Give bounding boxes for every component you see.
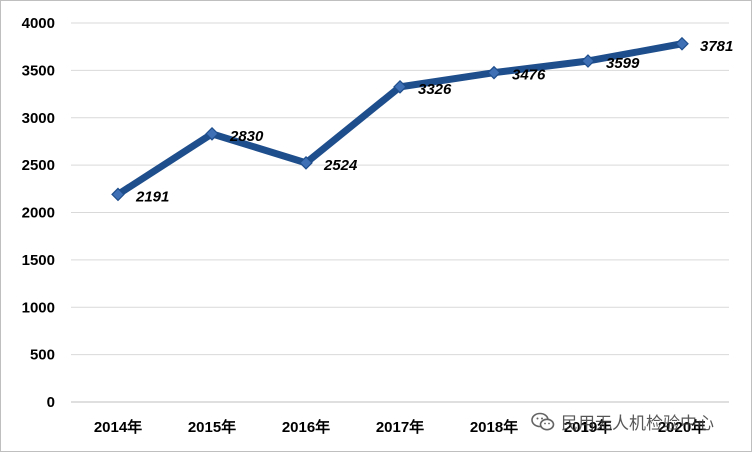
data-label: 2191 xyxy=(135,188,169,205)
data-labels: 2191 2830 2524 3326 3476 3599 3781 xyxy=(135,38,733,206)
x-tick-label: 2017年 xyxy=(376,418,424,436)
data-point-marker xyxy=(675,36,689,51)
y-tick-label: 1000 xyxy=(22,299,55,316)
y-tick-label: 4000 xyxy=(22,15,55,32)
data-label: 2524 xyxy=(323,157,358,174)
watermark: 民用无人机检验中心 xyxy=(531,409,714,434)
series-line xyxy=(114,40,686,198)
y-tick-label: 500 xyxy=(30,347,55,364)
data-point-marker xyxy=(581,54,595,68)
series-markers xyxy=(111,36,689,202)
x-axis-tick-labels: 2014年 2015年 2016年 2017年 2018年 2019年 2020年 xyxy=(94,418,706,436)
x-tick-label: 2015年 xyxy=(188,418,236,436)
y-tick-label: 1500 xyxy=(22,252,55,269)
data-point-marker xyxy=(111,187,125,202)
x-tick-label: 2018年 xyxy=(470,418,518,436)
y-tick-label: 3500 xyxy=(22,62,55,79)
series-line-path xyxy=(114,40,686,198)
data-label: 3476 xyxy=(512,67,546,84)
data-point-marker xyxy=(393,80,407,94)
y-tick-label: 3000 xyxy=(22,110,55,127)
data-point-marker xyxy=(487,65,501,80)
wechat-icon xyxy=(531,412,555,430)
x-tick-label: 2020年 xyxy=(658,418,706,436)
data-label: 2830 xyxy=(229,128,264,145)
y-tick-label: 2500 xyxy=(22,157,55,174)
data-label: 3326 xyxy=(418,81,452,98)
x-tick-label: 2019年 xyxy=(564,418,612,436)
gridlines xyxy=(71,22,729,403)
data-label: 3781 xyxy=(700,38,733,55)
data-label: 3599 xyxy=(606,55,640,72)
y-tick-label: 2000 xyxy=(22,205,55,222)
y-axis-tick-labels: 0 500 1000 1500 2000 2500 3000 3500 4000 xyxy=(22,15,55,411)
watermark-text: 民用无人机检验中心 xyxy=(561,414,714,434)
x-tick-label: 2014年 xyxy=(94,418,142,436)
data-point-marker xyxy=(299,156,313,170)
y-tick-label: 0 xyxy=(47,394,55,411)
x-tick-label: 2016年 xyxy=(282,418,330,436)
data-point-marker xyxy=(205,127,219,141)
